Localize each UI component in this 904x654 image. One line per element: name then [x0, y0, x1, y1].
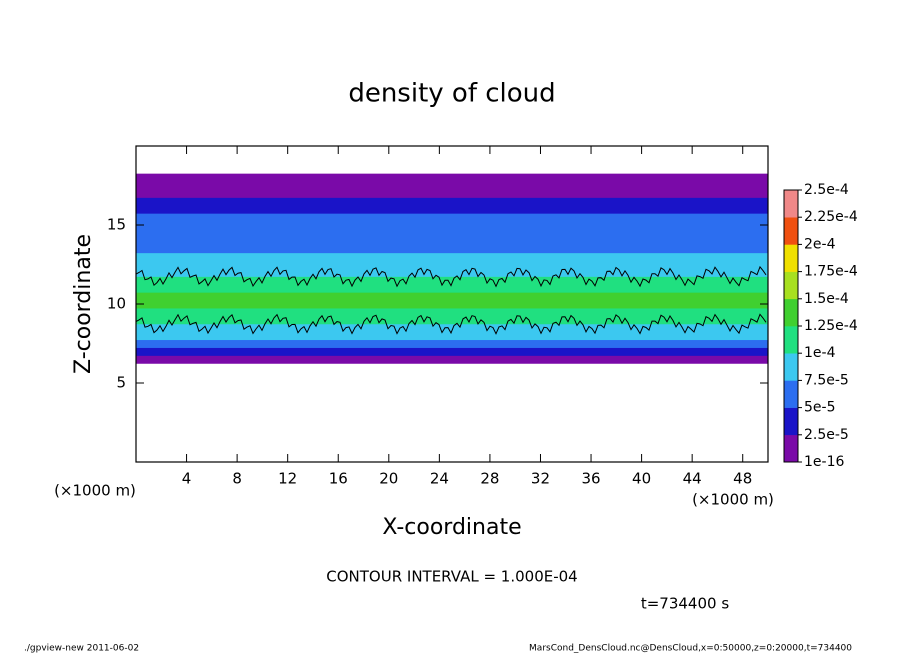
colorbar-label: 2.5e-5 — [804, 427, 849, 443]
density-layer — [136, 331, 768, 341]
colorbar-label: 1e-4 — [804, 345, 836, 361]
density-layer — [136, 181, 768, 190]
colorbar-label: 1.5e-4 — [804, 291, 849, 307]
colorbar-band — [784, 353, 798, 381]
colorbar-label: 2.5e-4 — [804, 182, 849, 198]
colorbar-band — [784, 326, 798, 354]
colorbar-label: 5e-5 — [804, 400, 835, 416]
y-tick-label: 5 — [116, 374, 126, 392]
colorbar-band — [784, 271, 798, 300]
density-layer — [136, 252, 768, 262]
colorbar-band — [784, 244, 798, 272]
colorbar-label: 2e-4 — [804, 236, 836, 252]
density-layer — [136, 236, 768, 246]
x-tick-label: 24 — [430, 470, 449, 488]
x-tick-label: 44 — [683, 470, 702, 488]
density-layer — [136, 323, 768, 333]
density-layer — [136, 228, 768, 238]
y-axis-label: Z-coordinate — [71, 234, 96, 374]
x-tick-label: 32 — [531, 470, 550, 488]
contour-note: CONTOUR INTERVAL = 1.000E-04 — [326, 568, 577, 586]
time-label: t=734400 s — [641, 595, 729, 613]
density-layer — [136, 189, 768, 198]
density-layer — [136, 268, 768, 277]
x-tick-label: 16 — [329, 470, 348, 488]
density-layer — [136, 355, 768, 364]
x-axis-label: X-coordinate — [382, 515, 521, 540]
density-layer — [136, 315, 768, 325]
y-tick-label: 10 — [107, 295, 126, 313]
density-layer — [136, 260, 768, 269]
x-unit: (×1000 m) — [692, 491, 774, 509]
colorbar-band — [784, 407, 798, 436]
colorbar-band — [784, 217, 798, 245]
density-layer — [136, 307, 768, 317]
density-layer — [136, 213, 768, 222]
colorbar-label: 2.25e-4 — [804, 209, 858, 225]
x-tick-label: 28 — [480, 470, 499, 488]
density-layer — [136, 347, 768, 356]
density-layer — [136, 292, 768, 301]
x-tick-label: 4 — [182, 470, 192, 488]
density-layer — [136, 197, 768, 206]
x-tick-label: 40 — [632, 470, 651, 488]
density-layer — [136, 205, 768, 214]
density-layer — [136, 221, 768, 230]
y-unit: (×1000 m) — [54, 482, 136, 500]
x-tick-label: 12 — [278, 470, 297, 488]
density-layer — [136, 284, 768, 293]
x-tick-label: 36 — [581, 470, 600, 488]
contour-line — [135, 313, 767, 335]
colorbar-band — [784, 434, 798, 463]
colorbar-label: 1.25e-4 — [804, 318, 858, 334]
density-layer — [136, 276, 768, 285]
y-tick-label: 15 — [107, 216, 126, 234]
chart-title: density of cloud — [348, 79, 555, 109]
x-tick-label: 8 — [232, 470, 242, 488]
x-tick-label: 20 — [379, 470, 398, 488]
contour-line — [135, 265, 767, 288]
colorbar-label: 7.5e-5 — [804, 372, 849, 388]
colorbar-band — [784, 190, 798, 218]
colorbar-band — [784, 298, 798, 327]
x-tick-label: 48 — [733, 470, 752, 488]
density-layer — [136, 244, 768, 254]
density-layer — [136, 339, 768, 348]
footer-left: ./gpview-new 2011-06-02 — [24, 644, 139, 654]
density-layer — [136, 173, 768, 183]
footer-right: MarsCond_DensCloud.nc@DensCloud,x=0:5000… — [529, 644, 852, 654]
density-layer — [136, 300, 768, 309]
colorbar-label: 1e-16 — [804, 454, 844, 470]
colorbar-label: 1.75e-4 — [804, 264, 858, 280]
colorbar-band — [784, 380, 798, 408]
